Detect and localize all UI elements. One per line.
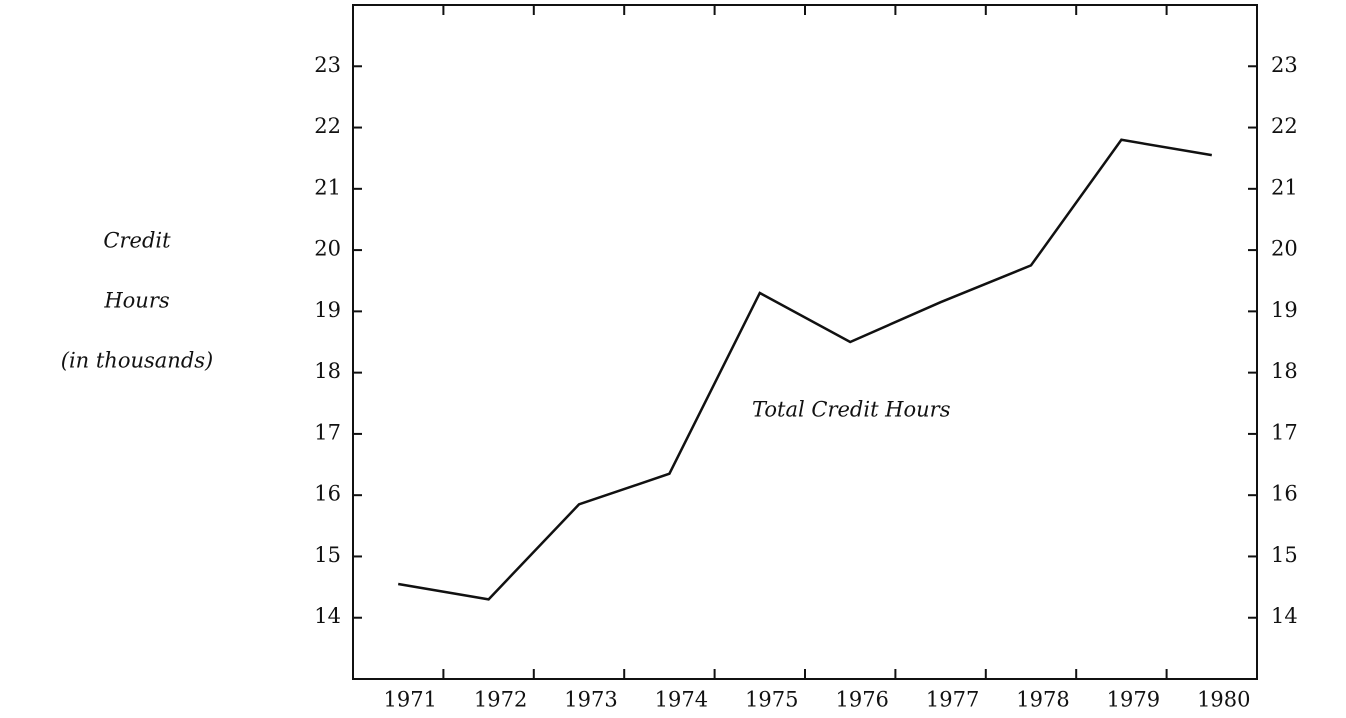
y-tick-label: 23 [314,53,341,77]
y2-tick-label: 16 [1271,482,1298,506]
y-tick-label: 17 [314,420,341,444]
y-tick-label: 21 [314,175,341,199]
x-tick-label: 1972 [474,688,527,712]
y-tick-label: 15 [314,543,341,567]
x-tick-label: 1974 [655,688,708,712]
x-tick-label: 1971 [383,688,436,712]
y-tick-label: 14 [314,604,341,628]
plot-frame [352,4,1258,680]
data-line [397,138,1213,601]
y2-tick-label: 19 [1271,298,1298,322]
y-tick-label: 20 [314,237,341,261]
y2-tick-label: 21 [1271,175,1298,199]
x-tick-label: 1976 [835,688,888,712]
y-axis-label: Hours [103,289,170,313]
y2-tick-label: 14 [1271,604,1298,628]
y2-tick-label: 15 [1271,543,1298,567]
x-tick-label: 1978 [1016,688,1069,712]
y2-tick-label: 23 [1271,53,1298,77]
annotation: Total Credit Hours [752,398,951,422]
y2-tick-label: 17 [1271,420,1298,444]
y-axis-label: Credit [103,229,171,253]
y2-tick-label: 18 [1271,359,1298,383]
y-axis-label: (in thousands) [61,349,213,373]
y2-tick-label: 22 [1271,114,1298,138]
y2-tick-label: 20 [1271,237,1298,261]
x-tick-label: 1975 [745,688,798,712]
y-tick-label: 18 [314,359,341,383]
x-tick-label: 1980 [1197,688,1250,712]
x-tick-label: 1977 [926,688,979,712]
y-tick-label: 19 [314,298,341,322]
x-tick-label: 1979 [1107,688,1160,712]
y-tick-label: 16 [314,482,341,506]
y-tick-label: 22 [314,114,341,138]
x-tick-label: 1973 [564,688,617,712]
